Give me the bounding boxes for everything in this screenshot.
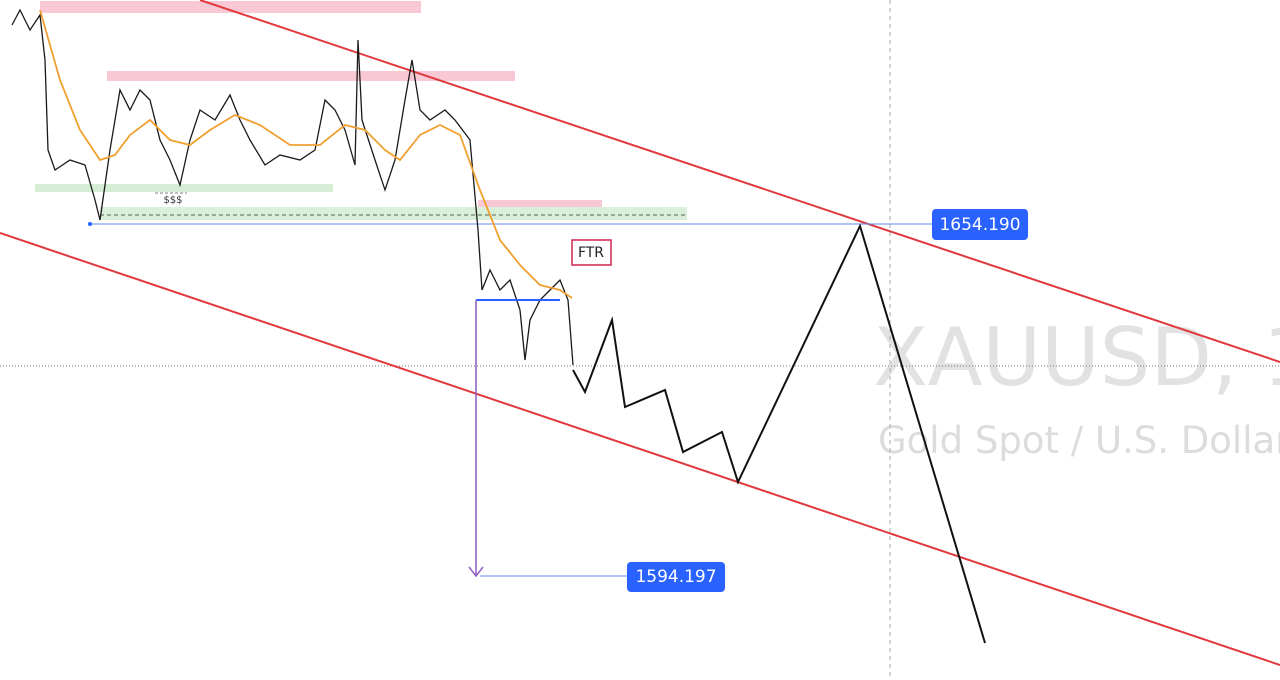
supply-zone xyxy=(40,1,421,13)
projection-path xyxy=(572,223,986,644)
price-candles xyxy=(11,8,574,366)
arrow-head xyxy=(468,566,484,578)
anchor-dot xyxy=(88,222,92,226)
channel-upper xyxy=(199,0,1280,363)
price-label: 1594.197 xyxy=(635,567,716,587)
ftr-label: FTR xyxy=(578,245,604,261)
channel-lower xyxy=(0,232,1280,666)
ftr-box xyxy=(571,239,612,266)
watermark-description: Gold Spot / U.S. Dollar xyxy=(878,419,1280,462)
demand-zone xyxy=(35,184,333,192)
watermark-symbol: XAUUSD, 1h xyxy=(873,311,1280,404)
supply-zone xyxy=(107,71,515,81)
price-label-box xyxy=(932,209,1028,240)
price-label: 1654.190 xyxy=(939,215,1020,235)
price-label-box xyxy=(627,562,725,592)
demand-zone xyxy=(100,207,687,220)
liquidity-label: $$$ xyxy=(163,195,182,206)
moving-average xyxy=(39,9,573,299)
supply-zone xyxy=(478,200,602,208)
